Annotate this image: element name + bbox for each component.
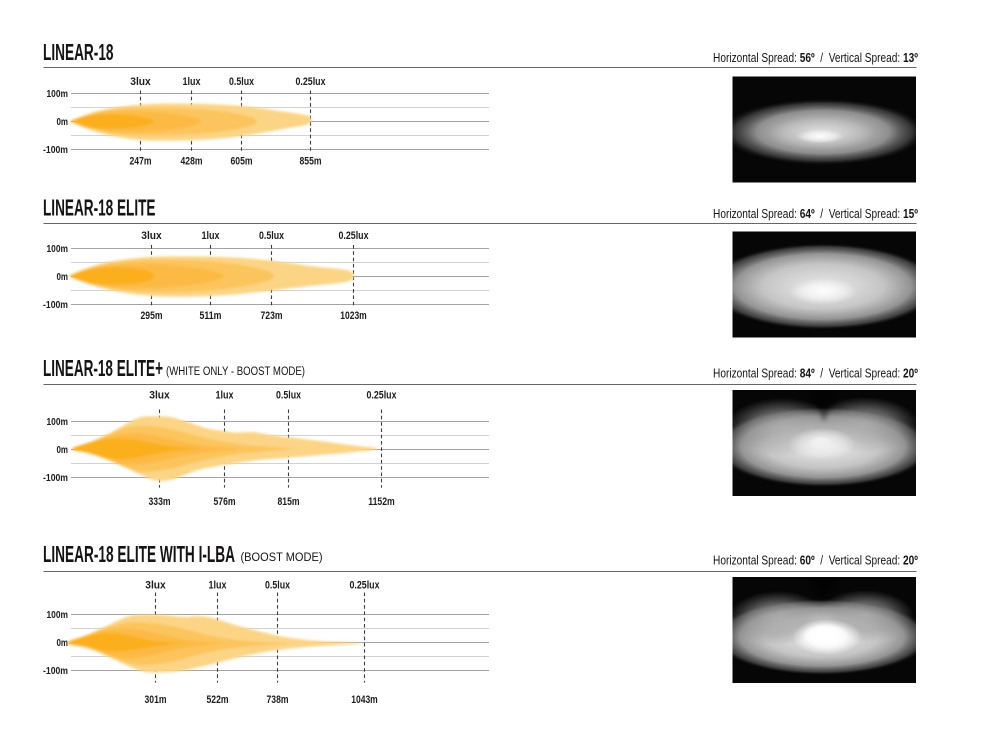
svg-text:Horizontal Spread: 84º / Ver: Horizontal Spread: 84º / Vertical Spread… bbox=[713, 366, 919, 380]
svg-text:0.25lux: 0.25lux bbox=[296, 76, 327, 88]
svg-text:3lux: 3lux bbox=[149, 389, 170, 401]
svg-text:522m: 522m bbox=[207, 694, 229, 706]
svg-text:0.25lux: 0.25lux bbox=[339, 230, 370, 242]
svg-text:Horizontal Spread: 56º / Ver: Horizontal Spread: 56º / Vertical Spread… bbox=[713, 51, 919, 65]
svg-text:-100m: -100m bbox=[43, 300, 68, 311]
svg-text:738m: 738m bbox=[267, 694, 289, 706]
svg-text:855m: 855m bbox=[300, 155, 322, 167]
svg-text:0.25lux: 0.25lux bbox=[350, 580, 381, 592]
svg-text:247m: 247m bbox=[130, 155, 152, 167]
svg-text:815m: 815m bbox=[278, 496, 300, 508]
svg-text:428m: 428m bbox=[181, 155, 203, 167]
svg-text:0m: 0m bbox=[57, 638, 69, 649]
svg-text:LINEAR-18: LINEAR-18 bbox=[43, 39, 114, 65]
svg-text:1043m: 1043m bbox=[351, 694, 378, 706]
svg-text:3lux: 3lux bbox=[130, 76, 151, 88]
svg-text:0.25lux: 0.25lux bbox=[367, 389, 398, 401]
svg-text:511m: 511m bbox=[200, 310, 222, 322]
svg-text:0m: 0m bbox=[57, 272, 69, 283]
svg-text:1lux: 1lux bbox=[209, 580, 228, 592]
svg-text:100m: 100m bbox=[47, 244, 69, 255]
svg-text:0m: 0m bbox=[57, 445, 69, 456]
svg-text:1152m: 1152m bbox=[368, 496, 395, 508]
svg-text:LINEAR-18 ELITE WITH I-LBA: LINEAR-18 ELITE WITH I-LBA bbox=[43, 541, 235, 567]
svg-text:100m: 100m bbox=[47, 89, 69, 100]
svg-text:605m: 605m bbox=[231, 155, 253, 167]
svg-text:1lux: 1lux bbox=[183, 76, 202, 88]
svg-text:1lux: 1lux bbox=[202, 230, 221, 242]
svg-text:0.5lux: 0.5lux bbox=[229, 76, 255, 88]
svg-text:301m: 301m bbox=[145, 694, 167, 706]
svg-text:100m: 100m bbox=[47, 610, 69, 621]
svg-text:Horizontal Spread: 60º / Ver: Horizontal Spread: 60º / Vertical Spread… bbox=[713, 553, 919, 567]
svg-text:295m: 295m bbox=[141, 310, 163, 322]
svg-text:-100m: -100m bbox=[43, 473, 68, 484]
svg-text:333m: 333m bbox=[149, 496, 171, 508]
svg-text:-100m: -100m bbox=[43, 145, 68, 156]
svg-text:1023m: 1023m bbox=[340, 310, 367, 322]
svg-text:0.5lux: 0.5lux bbox=[259, 230, 285, 242]
svg-text:1lux: 1lux bbox=[216, 389, 235, 401]
svg-text:3lux: 3lux bbox=[141, 230, 162, 242]
svg-text:3lux: 3lux bbox=[145, 580, 166, 592]
svg-text:LINEAR-18 ELITE+: LINEAR-18 ELITE+ bbox=[43, 355, 163, 381]
svg-text:0m: 0m bbox=[57, 117, 69, 128]
svg-text:0.5lux: 0.5lux bbox=[276, 389, 302, 401]
svg-text:0.5lux: 0.5lux bbox=[265, 580, 291, 592]
svg-text:-100m: -100m bbox=[43, 666, 68, 677]
svg-text:723m: 723m bbox=[261, 310, 283, 322]
svg-text:576m: 576m bbox=[214, 496, 236, 508]
svg-text:(BOOST MODE): (BOOST MODE) bbox=[241, 552, 323, 564]
svg-text:(WHITE ONLY - BOOST MODE): (WHITE ONLY - BOOST MODE) bbox=[166, 366, 305, 378]
svg-text:Horizontal Spread: 64º / Ver: Horizontal Spread: 64º / Vertical Spread… bbox=[713, 207, 919, 221]
svg-text:100m: 100m bbox=[47, 417, 69, 428]
svg-text:LINEAR-18 ELITE: LINEAR-18 ELITE bbox=[43, 195, 156, 221]
